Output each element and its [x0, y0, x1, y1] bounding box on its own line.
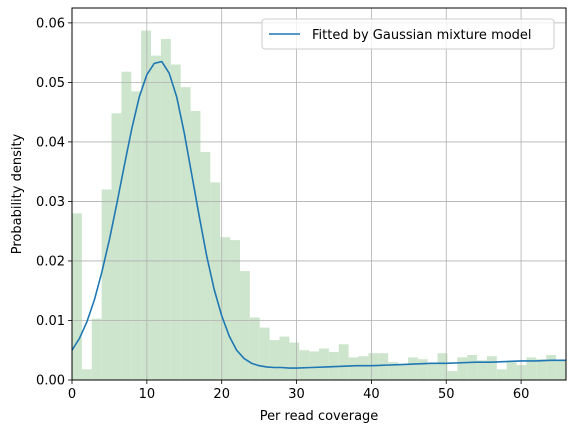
histogram-bar [319, 348, 329, 380]
histogram-bar [358, 356, 369, 380]
histogram-bar [477, 360, 487, 380]
histogram-bar [269, 340, 280, 380]
histogram-bar [121, 71, 132, 380]
histogram-bar [398, 363, 408, 380]
y-axis-label: Probability density [10, 133, 25, 254]
histogram-bar [81, 369, 92, 380]
plot-frame [71, 7, 567, 381]
histogram-bar [437, 353, 448, 380]
histogram-bar [467, 355, 478, 380]
histogram-bar [210, 182, 221, 380]
histogram-bar [526, 357, 537, 380]
histogram-bar [200, 152, 211, 380]
histogram-bar [151, 55, 161, 381]
histogram-bar [457, 357, 468, 380]
histogram-bar [111, 113, 122, 380]
histogram-bar [338, 344, 349, 380]
histogram-bar [160, 38, 171, 380]
legend-label: Fitted by Gaussian mixture model [312, 28, 532, 43]
histogram-bar [239, 271, 250, 380]
y-tick-label: 0.05 [36, 76, 65, 91]
x-axis: 0 10 20 30 40 50 60 [68, 380, 530, 402]
x-tick-label: 0 [68, 387, 76, 402]
x-tick-label: 10 [139, 387, 156, 402]
y-tick-label: 0.06 [36, 16, 65, 31]
x-tick-label: 50 [438, 387, 455, 402]
histogram-bar [249, 317, 260, 380]
x-tick-label: 40 [363, 387, 380, 402]
histogram-bar [309, 351, 319, 380]
histogram-bar [72, 213, 82, 380]
legend-box [261, 18, 555, 50]
histogram-bar [378, 353, 389, 380]
histogram-bar [141, 30, 152, 381]
fitted-curve-layer [71, 60, 566, 369]
histogram-bars [72, 30, 566, 381]
histogram-bar [259, 327, 270, 380]
y-tick-label: 0.03 [36, 195, 65, 210]
histogram-bar [170, 64, 181, 380]
histogram-bar [180, 87, 191, 380]
histogram-bar [220, 237, 231, 380]
histogram-bar [289, 342, 300, 380]
x-axis-label: Per read coverage [260, 409, 379, 424]
x-tick-label: 20 [213, 387, 230, 402]
y-tick-label: 0.04 [36, 135, 65, 150]
histogram-bar [506, 362, 517, 380]
histogram-bar [536, 359, 547, 380]
histogram-bar [368, 353, 379, 380]
histogram-bar [496, 369, 507, 380]
x-tick-label: 60 [513, 387, 530, 402]
y-tick-label: 0.01 [36, 314, 65, 329]
legend: Fitted by Gaussian mixture model [261, 18, 555, 50]
histogram-bar [486, 356, 497, 380]
histogram-bar [516, 365, 527, 380]
histogram-bar [101, 189, 112, 380]
histogram-bar [190, 110, 201, 380]
histogram-bar [279, 336, 290, 380]
y-tick-label: 0.02 [36, 254, 65, 269]
histogram-bar [348, 357, 359, 380]
histogram-bar [417, 359, 428, 380]
histogram-bar [230, 240, 240, 380]
histogram-bar [91, 318, 102, 380]
histogram-bar [299, 350, 310, 380]
y-tick-label: 0.00 [36, 374, 65, 389]
y-axis: 0.00 0.01 0.02 0.03 0.04 0.05 0.06 [36, 16, 72, 389]
histogram-bar [131, 91, 142, 380]
histogram-bar [556, 360, 566, 380]
histogram-bar [546, 355, 557, 380]
histogram-bar [407, 357, 418, 380]
histogram-bar [427, 363, 438, 380]
fitted-gmm-line [71, 60, 566, 369]
histogram-bar [447, 371, 458, 380]
histogram-bar [388, 362, 399, 380]
x-tick-label: 30 [288, 387, 305, 402]
